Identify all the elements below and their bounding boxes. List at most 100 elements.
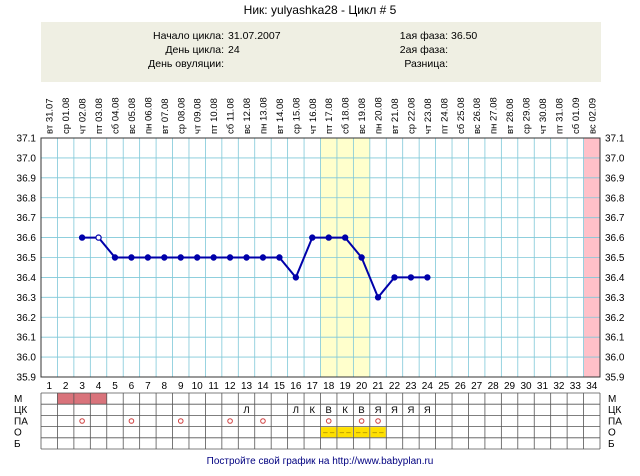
table-row-label-right: ЦК bbox=[608, 405, 621, 416]
temperature-point bbox=[226, 254, 234, 261]
x-date-label: пн 20.08 bbox=[374, 97, 385, 134]
x-day-label: 33 bbox=[570, 381, 582, 392]
x-date-label: пн 13.08 bbox=[258, 97, 269, 134]
x-date-label: пт 31.08 bbox=[554, 98, 565, 134]
x-date-label: ср 15.08 bbox=[291, 98, 302, 134]
temperature-point bbox=[111, 254, 119, 261]
pa-mark-icon bbox=[325, 418, 332, 424]
x-day-label: 25 bbox=[438, 381, 450, 392]
x-day-label: 12 bbox=[225, 381, 237, 392]
x-date-label: сб 04.08 bbox=[110, 97, 121, 134]
pa-mark-icon bbox=[358, 418, 365, 424]
table-cell-text: В bbox=[358, 405, 364, 416]
temperature-point bbox=[144, 254, 152, 261]
table-row-label-left: М bbox=[14, 394, 22, 405]
x-date-label: вт 28.08 bbox=[505, 98, 516, 134]
x-day-label: 3 bbox=[79, 381, 85, 392]
table-cell-text: Я bbox=[375, 405, 382, 416]
table-row-label-right: М bbox=[608, 394, 616, 405]
temperature-point bbox=[161, 254, 168, 261]
menstruation-cell bbox=[57, 393, 74, 405]
menstruation-cell bbox=[90, 393, 107, 405]
x-date-label: вс 12.08 bbox=[242, 98, 253, 134]
table-row-label-left: О bbox=[14, 428, 22, 439]
phase1-label: 1ая фаза: bbox=[399, 30, 448, 42]
cycle-info-panel: Начало цикла: 31.07.2007 День цикла: 24 … bbox=[41, 22, 601, 82]
x-day-label: 15 bbox=[274, 381, 286, 392]
table-cell-text: В bbox=[326, 405, 332, 416]
ovulation-day-label: День овуляции: bbox=[148, 58, 224, 70]
y-tick-label-left: 36.1 bbox=[17, 333, 37, 344]
temperature-point bbox=[292, 274, 300, 281]
y-tick-label-right: 36.6 bbox=[605, 233, 625, 244]
x-date-label: пт 03.08 bbox=[94, 98, 105, 134]
temperature-point bbox=[391, 274, 398, 281]
y-tick-label-right: 36.2 bbox=[605, 313, 625, 324]
table-row-label-left: ЦК bbox=[14, 405, 27, 416]
x-day-label: 22 bbox=[389, 381, 401, 392]
y-tick-label-left: 36.7 bbox=[17, 213, 37, 224]
footer-link-text[interactable]: Постройте свой график на http://www.baby… bbox=[206, 456, 434, 467]
y-tick-label-right: 36.5 bbox=[605, 253, 625, 264]
cycle-start-label: Начало цикла: bbox=[153, 30, 224, 42]
x-date-label: сб 18.08 bbox=[341, 97, 352, 134]
table-cell-text: Я bbox=[407, 405, 414, 416]
x-day-label: 14 bbox=[257, 381, 269, 392]
y-tick-label-left: 36.5 bbox=[17, 253, 37, 264]
phase2-label: 2ая фаза: bbox=[399, 44, 448, 56]
x-date-label: вс 19.08 bbox=[357, 98, 368, 134]
x-date-label: сб 25.08 bbox=[456, 97, 467, 134]
o-cell bbox=[321, 427, 337, 438]
y-tick-label-left: 37.0 bbox=[17, 153, 37, 164]
y-tick-label-right: 37.0 bbox=[605, 153, 625, 164]
temperature-point bbox=[358, 254, 365, 261]
table-row-label-right: О bbox=[608, 428, 616, 439]
x-day-label: 34 bbox=[586, 381, 598, 392]
x-date-label: вс 05.08 bbox=[127, 98, 138, 134]
y-tick-label-left: 36.2 bbox=[17, 313, 37, 324]
difference-label: Разница: bbox=[404, 58, 448, 70]
table-cell-text: Л bbox=[293, 405, 299, 416]
cycle-day-label: День цикла: bbox=[165, 44, 224, 56]
pa-mark-icon bbox=[177, 418, 184, 424]
y-tick-label-left: 35.9 bbox=[17, 373, 37, 384]
temperature-point bbox=[424, 274, 431, 281]
pa-mark-icon bbox=[79, 418, 85, 424]
pa-mark-icon bbox=[227, 418, 233, 424]
x-day-label: 2 bbox=[63, 381, 69, 392]
o-cell-mark: – – bbox=[356, 428, 368, 437]
plot-frame bbox=[40, 137, 601, 378]
x-date-label: вт 31.07 bbox=[45, 98, 56, 134]
x-day-label: 28 bbox=[488, 381, 500, 392]
table-cell-text: Л bbox=[243, 405, 249, 416]
y-tick-label-right: 35.9 bbox=[605, 373, 625, 384]
x-day-label: 26 bbox=[455, 381, 467, 392]
y-tick-label-right: 36.4 bbox=[605, 273, 625, 284]
x-date-label: ср 29.08 bbox=[522, 98, 533, 134]
x-date-label: чт 02.08 bbox=[78, 98, 89, 134]
temperature-point bbox=[341, 234, 349, 241]
x-date-label: пн 27.08 bbox=[489, 97, 500, 134]
o-cell-mark: – – bbox=[372, 428, 384, 437]
x-day-label: 11 bbox=[208, 381, 219, 392]
temperature-point bbox=[374, 294, 382, 301]
x-day-label: 4 bbox=[96, 381, 102, 392]
x-date-label: вт 21.08 bbox=[390, 98, 401, 134]
menstruation-cell bbox=[73, 393, 91, 405]
x-date-label: сб 01.09 bbox=[571, 97, 582, 134]
y-tick-label-right: 36.8 bbox=[605, 193, 625, 204]
y-tick-label-left: 36.6 bbox=[17, 233, 37, 244]
page-title: Ник: yulyashka28 - Цикл # 5 bbox=[243, 3, 397, 17]
y-tick-label-left: 36.4 bbox=[17, 273, 37, 284]
y-tick-label-right: 36.3 bbox=[605, 293, 625, 304]
x-date-label: вт 07.08 bbox=[160, 98, 171, 134]
temperature-point bbox=[243, 254, 250, 261]
x-day-label: 19 bbox=[340, 381, 352, 392]
y-tick-label-left: 36.3 bbox=[17, 293, 37, 304]
x-day-label: 20 bbox=[356, 381, 368, 392]
o-cell-mark: – – bbox=[340, 428, 352, 437]
x-date-label: вт 14.08 bbox=[275, 98, 286, 134]
x-date-label: сб 11.08 bbox=[226, 98, 237, 134]
y-tick-label-left: 36.0 bbox=[17, 353, 37, 364]
